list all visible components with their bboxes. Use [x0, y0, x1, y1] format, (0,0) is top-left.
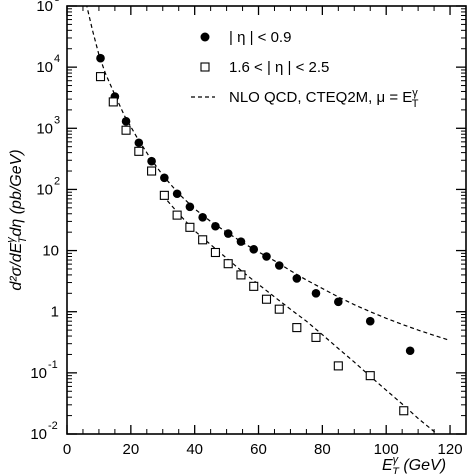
central-data-point [185, 202, 195, 212]
legend: | η | < 0.9 1.6 < | η | < 2.5 NLO QCD, CTE… [191, 29, 419, 110]
central-data-point [249, 244, 259, 254]
legend-marker-central [200, 32, 210, 42]
y-tick-label: 1 [51, 304, 59, 321]
forward-data-point [159, 190, 169, 200]
axes-frame [66, 5, 467, 435]
y-tick-exponent: 5 [54, 0, 60, 4]
forward-data-point [108, 97, 118, 107]
y-axis-title: d²σ/dEγTdη (pb/GeV) [5, 149, 29, 290]
forward-data-point [399, 406, 409, 416]
forward-data-point [311, 332, 321, 342]
x-tick-label: 0 [63, 441, 71, 458]
forward-data-point [172, 210, 182, 220]
central-data-point [198, 213, 207, 222]
forward-data-point [274, 304, 284, 314]
central-data-point [96, 53, 105, 63]
x-axis-title: Eγ T (GeV) [382, 454, 446, 474]
x-tick-label: 40 [186, 441, 203, 458]
y-tick-label: 10 [42, 243, 59, 260]
y-tick-label: 10 [30, 365, 47, 382]
forward-data-point [210, 247, 220, 258]
x-tick-label: 120 [438, 441, 463, 458]
y-tick-exponent: 2 [54, 175, 60, 187]
forward-data-point [134, 146, 144, 156]
legend-label-forward: 1.6 < | η | < 2.5 [229, 59, 329, 76]
axis-ticks [66, 5, 467, 435]
central-data-point [292, 274, 302, 283]
y-tick-exponent: -1 [48, 359, 58, 371]
y-tick-label: 10 [36, 181, 53, 198]
forward-data-point [185, 222, 195, 232]
central-data-point [236, 237, 246, 246]
forward-data-point [236, 270, 246, 280]
y-tick-exponent: 3 [54, 114, 60, 126]
central-data-point [274, 261, 284, 270]
y-tick-exponent: -2 [48, 420, 58, 432]
central-data-point [405, 346, 415, 356]
forward-data-point [198, 235, 208, 245]
y-tick-label: 10 [36, 120, 53, 137]
central-data-point [223, 229, 233, 238]
nlo-curve-forward [162, 195, 438, 434]
legend-label-nlo: NLO QCD, CTEQ2M, μ = Eγ T [229, 87, 419, 110]
central-data-point [262, 252, 271, 261]
plot-area [66, 5, 467, 435]
central-data-point [211, 221, 220, 231]
forward-data-point [249, 281, 259, 291]
y-tick-label: 10 [36, 0, 53, 15]
axis-titles: Eγ T (GeV) d²σ/dEγTdη (pb/GeV) [5, 149, 446, 474]
forward-data-point [95, 72, 106, 82]
legend-marker-forward [200, 62, 210, 72]
y-tick-exponent: 4 [54, 53, 60, 65]
forward-data-point [292, 323, 302, 333]
central-data-point [121, 117, 131, 126]
central-data-point [147, 156, 156, 166]
x-tick-label: 100 [374, 441, 399, 458]
forward-data-point [333, 361, 343, 371]
x-tick-label: 80 [314, 441, 331, 458]
legend-label-central: | η | < 0.9 [229, 29, 291, 46]
central-data-point [160, 173, 169, 183]
central-data-point [334, 297, 343, 307]
y-tick-label: 10 [30, 426, 47, 443]
central-data-point [365, 316, 375, 326]
forward-data-point [121, 125, 131, 135]
forward-data-point [223, 259, 233, 269]
central-data-point [172, 189, 182, 199]
x-tick-label: 60 [250, 441, 267, 458]
forward-data-point [365, 371, 375, 381]
y-tick-label: 10 [36, 59, 53, 76]
central-data-point [134, 138, 144, 148]
central-data-point [311, 289, 321, 298]
forward-data-point [261, 294, 272, 304]
forward-data-point [147, 166, 157, 176]
x-tick-label: 20 [122, 441, 139, 458]
